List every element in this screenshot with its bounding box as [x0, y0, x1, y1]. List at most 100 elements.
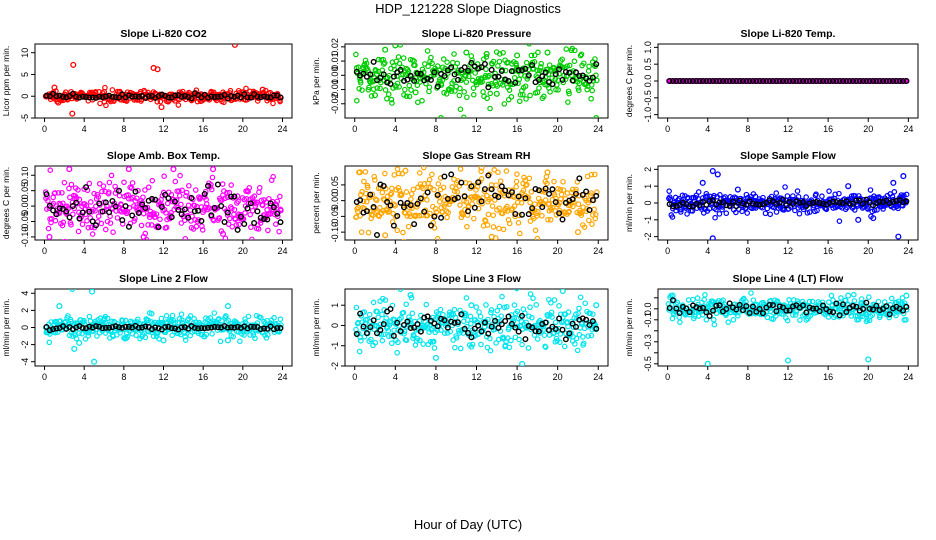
data-point	[228, 205, 235, 212]
panel-title: Slope Li-820 Pressure	[422, 28, 532, 40]
data-point	[578, 51, 585, 58]
mean-point	[726, 77, 733, 84]
mean-point	[502, 317, 509, 324]
mean-point	[779, 77, 786, 84]
data-point	[900, 310, 907, 317]
mean-point	[397, 66, 404, 73]
y-tick-label: 1	[330, 303, 340, 308]
mean-point	[142, 204, 149, 211]
mean-point	[666, 77, 673, 84]
mean-point	[686, 203, 693, 210]
mean-point	[431, 320, 438, 327]
data-point	[492, 70, 498, 77]
mean-point	[165, 94, 172, 101]
data-point	[527, 304, 533, 311]
mean-point	[254, 208, 261, 215]
data-point	[107, 220, 114, 226]
data-point	[242, 210, 248, 216]
data-point	[406, 211, 413, 217]
x-tick-label: 24	[903, 372, 913, 382]
x-tick-label: 12	[783, 124, 793, 134]
mean-point	[353, 68, 360, 75]
data-point	[388, 340, 395, 347]
data-point	[500, 49, 506, 56]
mean-point	[244, 94, 251, 101]
mean-point	[208, 324, 215, 331]
data-point	[485, 211, 492, 218]
mean-point	[900, 199, 907, 206]
mean-point	[397, 328, 404, 335]
data-point	[490, 224, 497, 230]
mean-point	[424, 313, 431, 320]
data-point	[559, 56, 565, 63]
data-point	[259, 202, 266, 209]
data-point	[555, 87, 561, 93]
data-point	[463, 295, 470, 301]
data-point	[208, 186, 215, 193]
data-point	[580, 60, 587, 67]
data-point	[409, 205, 415, 211]
mean-point	[552, 326, 559, 333]
x-tick-label: 0	[42, 124, 47, 134]
data-point	[163, 224, 170, 231]
mean-point	[566, 330, 573, 337]
outlier-point	[160, 337, 167, 344]
mean-point	[485, 172, 492, 179]
mean-point	[696, 77, 703, 84]
mean-point	[46, 202, 53, 209]
outlier-point	[69, 289, 76, 293]
mean-point	[783, 202, 790, 209]
mean-point	[546, 327, 553, 334]
panel-title: Slope Li-820 Temp.	[741, 28, 836, 40]
data-point	[490, 212, 497, 219]
mean-point	[448, 171, 455, 178]
data-point	[276, 228, 282, 235]
mean-point	[556, 315, 563, 322]
data-point	[564, 63, 570, 69]
mean-point	[833, 77, 840, 84]
mean-point	[776, 303, 783, 310]
outlier-point	[483, 50, 490, 58]
data-point	[499, 82, 506, 88]
data-point	[68, 318, 74, 325]
data-point	[748, 290, 754, 296]
mean-point	[106, 324, 113, 331]
mean-point	[736, 77, 743, 84]
data-point	[94, 333, 100, 339]
data-point	[124, 333, 131, 340]
data-point	[431, 186, 437, 193]
mean-point	[683, 305, 690, 312]
mean-point	[86, 94, 93, 101]
data-point	[436, 199, 443, 205]
data-point	[451, 188, 458, 195]
x-tick-label: 24	[593, 246, 603, 256]
data-point	[142, 334, 149, 341]
y-tick-label: -2	[20, 341, 30, 349]
data-point	[394, 227, 401, 234]
x-tick-label: 4	[82, 124, 87, 134]
data-point	[270, 173, 276, 180]
outlier-point	[371, 92, 379, 99]
outlier-point	[154, 66, 161, 73]
mean-point	[488, 186, 495, 193]
mean-point	[431, 213, 438, 220]
data-point	[565, 323, 571, 330]
data-point	[477, 313, 484, 320]
mean-point	[756, 201, 763, 208]
data-point	[431, 345, 438, 351]
mean-point	[86, 323, 93, 330]
outlier-point	[714, 171, 721, 178]
data-point	[377, 321, 384, 328]
mean-point	[357, 197, 364, 204]
mean-point	[706, 198, 713, 205]
data-point	[591, 206, 598, 213]
outlier-point	[900, 173, 907, 180]
data-point	[258, 314, 264, 321]
data-point	[367, 209, 374, 215]
data-point	[216, 215, 223, 221]
outlier-point	[76, 339, 83, 346]
mean-point	[843, 309, 850, 316]
data-point	[470, 215, 477, 222]
mean-point	[900, 77, 907, 84]
data-point	[422, 207, 429, 214]
